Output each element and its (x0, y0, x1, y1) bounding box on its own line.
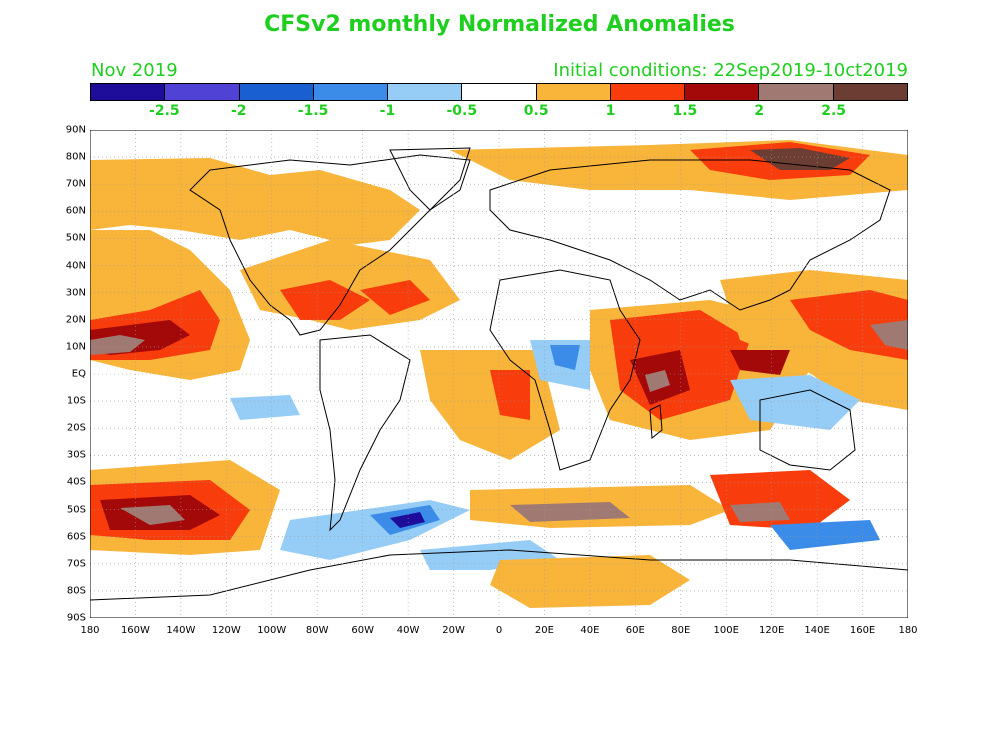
latitude-label: 20N (65, 314, 86, 326)
longitude-label: 80W (305, 625, 329, 636)
colorbar-swatch (91, 84, 166, 100)
latitude-label: EQ (71, 368, 86, 380)
longitude-label: 120W (211, 625, 241, 636)
longitude-label: 140W (166, 625, 196, 636)
colorbar-swatch (833, 84, 907, 100)
anomaly-fills (90, 140, 908, 608)
longitude-label: 40W (396, 625, 420, 636)
longitude-label: 20E (534, 625, 554, 636)
colorbar-swatch (462, 84, 537, 100)
longitude-label: 40E (580, 625, 600, 636)
colorbar-swatch (388, 84, 463, 100)
longitude-label: 140E (804, 625, 830, 636)
latitude-label: 70N (65, 178, 86, 190)
longitude-label: 180 (898, 625, 918, 636)
colorbar-label: 1 (605, 103, 616, 119)
latitude-label: 10N (65, 341, 86, 353)
colorbar-swatch (313, 84, 389, 100)
latitude-label: 30S (66, 449, 86, 461)
colorbar-label: 2.5 (821, 103, 847, 119)
colorbar-label: 0.5 (523, 103, 549, 119)
longitude-label: 60E (625, 625, 645, 636)
colorbar-swatch (685, 84, 760, 100)
longitude-label: 120E (758, 625, 785, 636)
coastlines (90, 147, 908, 618)
colorbar-swatch (759, 84, 834, 100)
colorbar-label: -1 (379, 103, 396, 119)
gridlines (90, 130, 908, 618)
longitude-label: 180 (80, 625, 100, 636)
colorbar-label: 2 (754, 103, 765, 119)
colorbar-label: -2.5 (149, 103, 180, 119)
latitude-label: 40N (65, 260, 86, 272)
forecast-month: Nov 2019 (91, 60, 178, 81)
latitude-label: 30N (65, 287, 86, 299)
latitude-label: 50S (66, 504, 86, 516)
longitude-label: 20W (442, 625, 465, 636)
colorbar (90, 83, 908, 101)
colorbar-swatch (536, 84, 611, 100)
latitude-label: 10S (66, 395, 86, 407)
latitude-label: 80S (66, 585, 86, 597)
colorbar-swatch (610, 84, 686, 100)
longitude-label: 160W (120, 625, 150, 636)
longitude-label: 160E (849, 625, 876, 636)
latitude-label: 90N (65, 124, 86, 136)
colorbar-label: -2 (230, 103, 247, 119)
anomaly-map (90, 130, 908, 618)
colorbar-label: -1.5 (297, 103, 329, 119)
map-title: CFSv2 monthly Normalized Anomalies (264, 12, 735, 37)
latitude-label: 80N (65, 151, 86, 163)
initial-conditions: Initial conditions: 22Sep2019-10ct2019 (553, 60, 908, 81)
longitude-label: 100W (257, 625, 287, 636)
latitude-label: 60S (66, 531, 86, 543)
latitude-label: 40S (66, 476, 86, 488)
colorbar-label: -0.5 (446, 103, 478, 119)
latitude-label: 70S (66, 558, 86, 570)
colorbar-swatch (239, 84, 314, 100)
colorbar-swatch (165, 84, 240, 100)
longitude-label: 100E (713, 625, 739, 636)
longitude-label: 60W (351, 625, 374, 636)
colorbar-label: 1.5 (672, 103, 698, 119)
latitude-label: 60N (65, 205, 86, 217)
latitude-label: 20S (66, 422, 86, 434)
longitude-label: 0 (495, 625, 503, 636)
longitude-label: 80E (671, 625, 691, 636)
latitude-label: 50N (65, 232, 86, 244)
latitude-label: 90S (66, 612, 86, 624)
